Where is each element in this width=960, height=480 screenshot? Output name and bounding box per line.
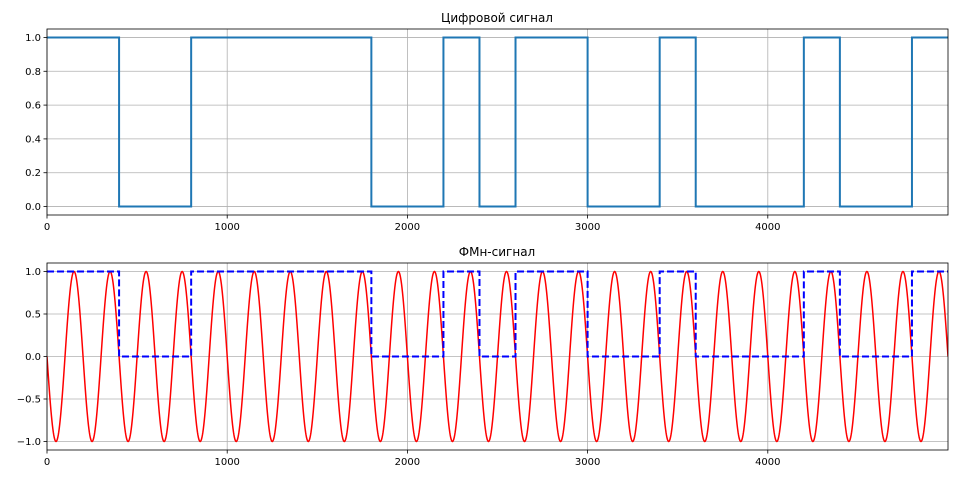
series-layer <box>47 270 948 443</box>
series-layer <box>47 36 948 208</box>
digital-signal-chart: Цифровой сигнал 0 1000 2000 3000 4000 0.0 0.2… <box>25 11 949 233</box>
y-axis-ticks: −1.0 −0.5 0.0 0.5 1.0 <box>17 267 47 448</box>
y-tick-label: 0.5 <box>25 310 41 321</box>
plot-frame <box>46 28 949 216</box>
y-tick-label: 0.2 <box>25 168 41 179</box>
x-axis-ticks: 0 1000 2000 3000 4000 <box>44 450 781 468</box>
chart-title: ФМн-сигнал <box>459 245 535 259</box>
psk-signal-chart: ФМн-сигнал 0 1000 2000 3000 4000 −1.0 −0.5 0.0… <box>17 245 949 468</box>
y-tick-label: 0.8 <box>25 67 41 78</box>
digital-signal-line <box>47 36 948 208</box>
x-tick-label: 4000 <box>755 222 780 233</box>
y-tick-label: 1.0 <box>25 267 41 278</box>
digital-signal-overlay-line <box>47 270 948 358</box>
x-tick-label: 1000 <box>214 457 239 468</box>
y-tick-label: 0.6 <box>25 101 41 112</box>
y-tick-label: 0.4 <box>25 134 41 145</box>
x-tick-label: 0 <box>44 222 50 233</box>
x-tick-label: 3000 <box>575 457 600 468</box>
y-axis-ticks: 0.0 0.2 0.4 0.6 0.8 1.0 <box>25 33 47 213</box>
x-tick-label: 4000 <box>755 457 780 468</box>
y-tick-label: 1.0 <box>25 33 41 44</box>
x-tick-label: 3000 <box>575 222 600 233</box>
y-tick-label: 0.0 <box>25 202 41 213</box>
y-tick-label: −1.0 <box>17 437 41 448</box>
x-tick-label: 2000 <box>395 222 420 233</box>
chart-title: Цифровой сигнал <box>441 11 553 25</box>
x-tick-label: 2000 <box>395 457 420 468</box>
y-tick-label: 0.0 <box>25 352 41 363</box>
y-tick-label: −0.5 <box>17 395 41 406</box>
x-tick-label: 1000 <box>214 222 239 233</box>
x-axis-ticks: 0 1000 2000 3000 4000 <box>44 215 781 233</box>
x-tick-label: 0 <box>44 457 50 468</box>
